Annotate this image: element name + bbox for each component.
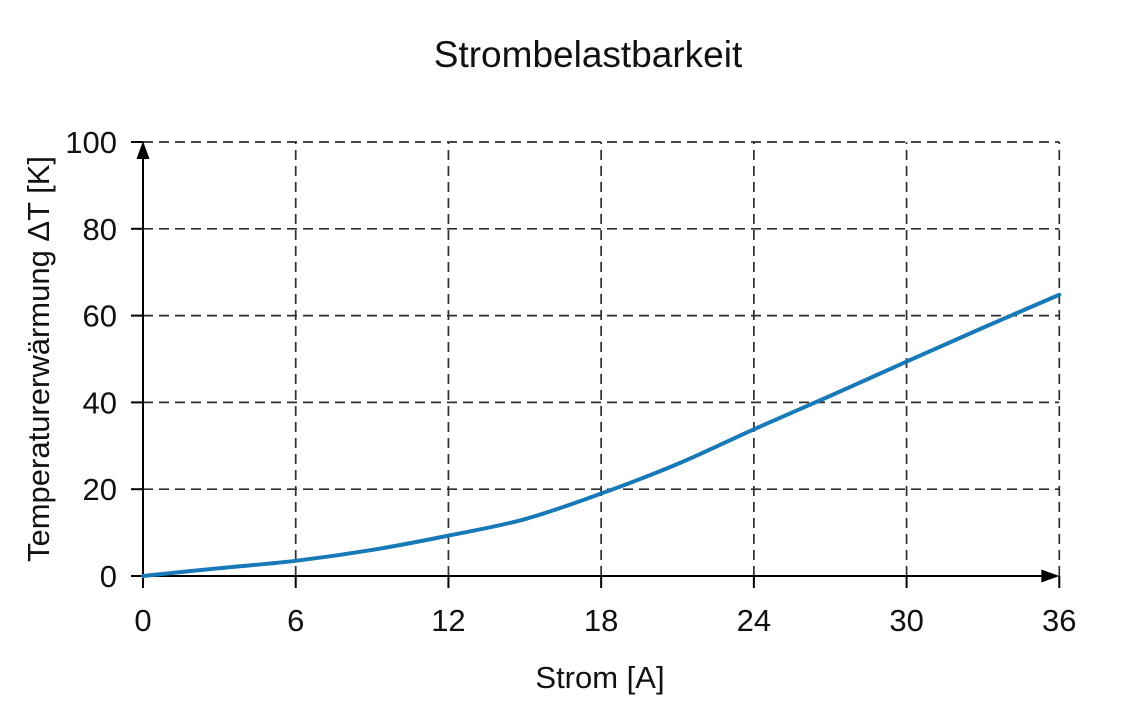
- x-axis-arrow-icon: [1041, 569, 1060, 583]
- y-tick-label: 60: [83, 299, 117, 334]
- chart-title: Strombelastbarkeit: [434, 34, 743, 75]
- x-tick-labels: 0 6 12 18 24 30 36: [134, 603, 1076, 638]
- y-tick-label: 40: [83, 385, 117, 420]
- gridlines: [143, 141, 1061, 576]
- x-tick-label: 12: [431, 603, 465, 638]
- y-tick-label: 100: [65, 125, 117, 160]
- x-tick-label: 36: [1042, 603, 1076, 638]
- y-tick-label: 80: [83, 212, 117, 247]
- y-axis-arrow-icon: [136, 141, 150, 159]
- y-tick-label: 0: [100, 559, 117, 594]
- series-line: [141, 292, 1062, 578]
- x-tick-label: 6: [287, 603, 304, 638]
- x-tick-label: 24: [737, 603, 771, 638]
- y-tick-label: 20: [83, 472, 117, 507]
- temperature-curve: [141, 292, 1062, 578]
- x-tick-label: 30: [889, 603, 923, 638]
- x-tick-label: 0: [134, 603, 151, 638]
- x-tick-label: 18: [584, 603, 618, 638]
- axes: [131, 141, 1060, 588]
- x-axis-label: Strom [A]: [535, 660, 664, 695]
- y-tick-labels: 0 20 40 60 80 100: [65, 125, 117, 594]
- axis-ticks: [131, 141, 1061, 588]
- y-axis-label: Temperaturerwärmung ΔT [K]: [21, 156, 56, 562]
